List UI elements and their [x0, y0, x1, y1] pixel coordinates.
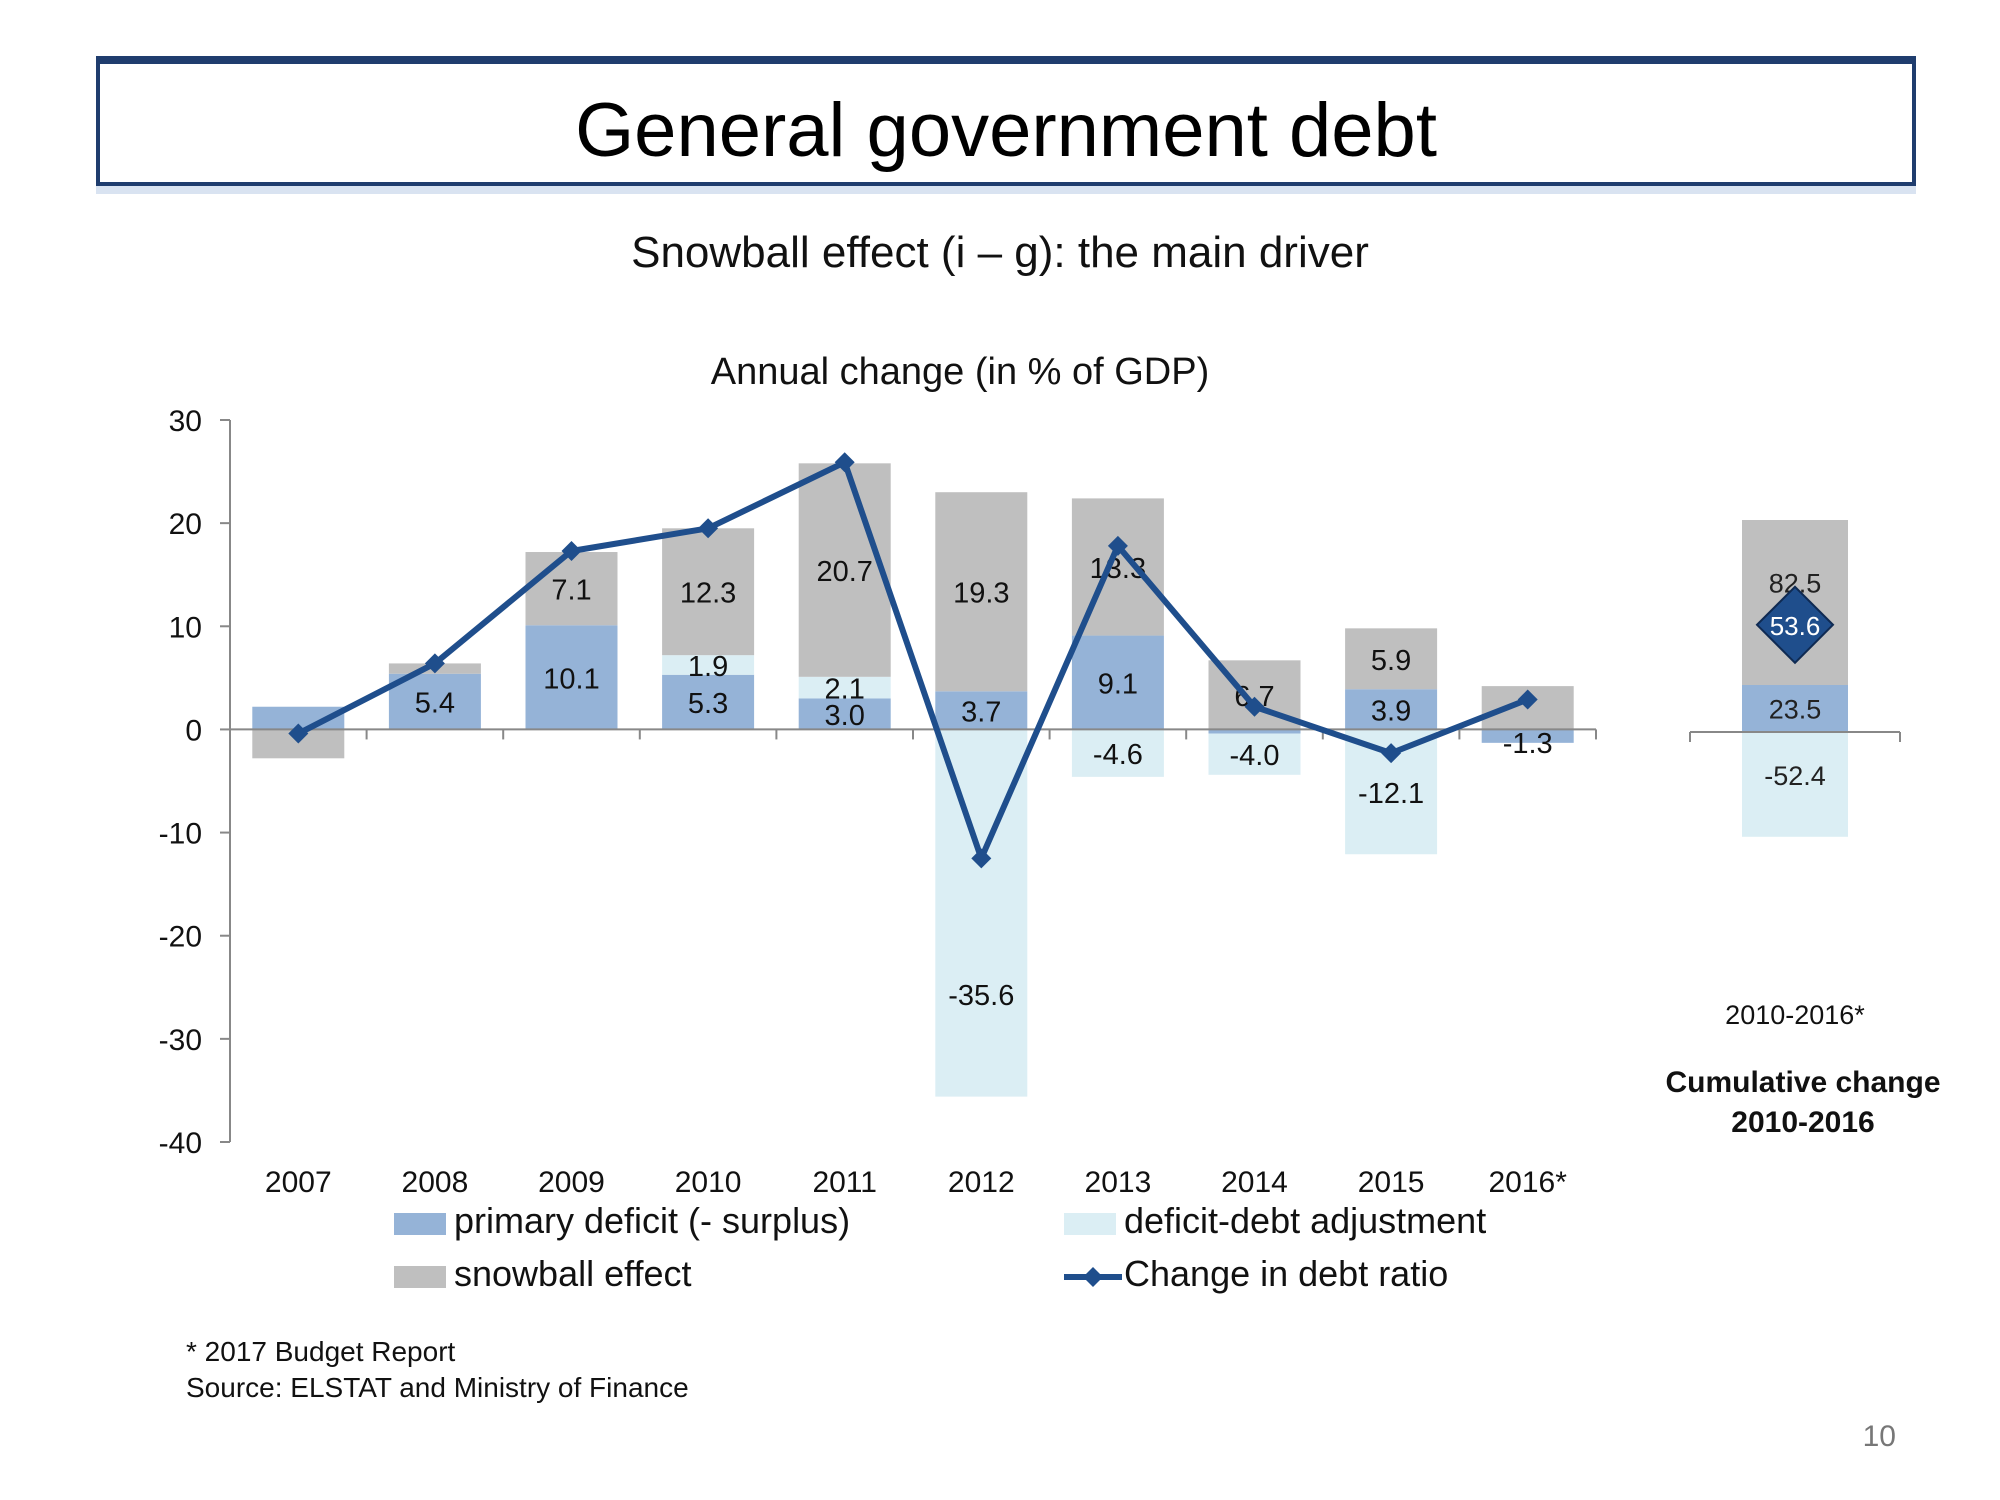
bar-snowball-effect — [798, 463, 891, 677]
data-label-deficit-debt-adjustment: -4.0 — [1230, 740, 1280, 772]
marker-change-in-debt-ratio — [288, 723, 309, 744]
data-label-primary-deficit: -1.3 — [1503, 728, 1553, 760]
cum-label-primary-deficit: 23.5 — [1769, 695, 1822, 725]
y-tick-label: -20 — [159, 921, 202, 954]
legend-snowball-effect-label: snowball effect — [454, 1253, 691, 1294]
bar-primary-deficit — [1345, 689, 1438, 730]
cum-bar-deficit-debt-adjustment — [1742, 732, 1848, 837]
cum-bar-primary-deficit — [1742, 685, 1848, 732]
bar-primary-deficit — [1208, 729, 1301, 734]
main-chart: Annual change (in % of GDP)3020100-10-20… — [159, 351, 1597, 1199]
bar-deficit-debt-adjustment — [1071, 729, 1164, 777]
data-label-snowball-effect: 19.3 — [953, 578, 1009, 610]
legend-change-in-debt-ratio-marker — [1083, 1267, 1103, 1287]
data-label-primary-deficit: 9.1 — [1098, 668, 1138, 700]
line-change-in-debt-ratio — [296, 459, 1529, 862]
data-label-snowball-effect: 5.9 — [1371, 645, 1411, 677]
y-tick-label: 10 — [169, 611, 202, 644]
y-tick-label: 20 — [169, 508, 202, 541]
bar-primary-deficit — [935, 691, 1028, 730]
slide-subtitle: Snowball effect (i – g): the main driver — [631, 228, 1369, 277]
legend-primary-deficit-label: primary deficit (- surplus) — [454, 1200, 850, 1241]
data-label-primary-deficit: 5.4 — [415, 688, 455, 720]
bar-snowball-effect — [1345, 628, 1438, 690]
marker-change-in-debt-ratio — [1244, 696, 1265, 717]
data-label-primary-deficit: 10.1 — [543, 663, 599, 695]
marker-change-in-debt-ratio — [834, 452, 855, 473]
data-label-primary-deficit: 3.0 — [825, 700, 865, 732]
bar-primary-deficit — [662, 674, 755, 730]
cum-chart-title-line-1: Cumulative change — [1665, 1066, 1940, 1099]
x-tick-label: 2014 — [1221, 1166, 1288, 1199]
x-tick-label: 2009 — [538, 1166, 605, 1199]
cum-x-tick-label: 2010-2016* — [1725, 1000, 1865, 1030]
bar-primary-deficit — [388, 673, 481, 730]
cum-label-deficit-debt-adjustment: -52.4 — [1764, 761, 1826, 791]
y-tick-label: 30 — [169, 405, 202, 438]
marker-change-in-debt-ratio — [1381, 743, 1402, 764]
data-label-deficit-debt-adjustment: 2.1 — [825, 674, 865, 706]
bar-primary-deficit — [798, 698, 891, 730]
slide-title: General government debt — [575, 88, 1437, 173]
bar-deficit-debt-adjustment — [1208, 733, 1301, 775]
data-label-primary-deficit: 3.7 — [961, 696, 1001, 728]
marker-change-in-debt-ratio — [1107, 535, 1128, 556]
data-label-deficit-debt-adjustment: -12.1 — [1358, 778, 1424, 810]
legend-primary-deficit-swatch — [394, 1213, 446, 1235]
footnote-source: Source: ELSTAT and Ministry of Finance — [186, 1372, 689, 1403]
marker-change-in-debt-ratio — [424, 653, 445, 674]
x-tick-label: 2016* — [1488, 1166, 1567, 1199]
data-label-primary-deficit: 5.3 — [688, 688, 728, 720]
y-tick-label: -30 — [159, 1024, 202, 1057]
x-tick-label: 2007 — [265, 1166, 332, 1199]
legend: primary deficit (- surplus) deficit-debt … — [394, 1200, 1486, 1294]
y-tick-label: -10 — [159, 818, 202, 851]
cum-marker-change-in-debt-ratio — [1755, 585, 1835, 665]
x-tick-label: 2012 — [948, 1166, 1015, 1199]
data-label-deficit-debt-adjustment: -4.6 — [1093, 739, 1143, 771]
bar-primary-deficit — [1481, 729, 1574, 743]
x-tick-label: 2008 — [402, 1166, 469, 1199]
data-label-snowball-effect: 12.3 — [680, 578, 736, 610]
marker-change-in-debt-ratio — [698, 518, 719, 539]
bar-deficit-debt-adjustment — [798, 676, 891, 699]
data-label-snowball-effect: 7.1 — [551, 575, 591, 607]
cum-chart-title-line-2: 2010-2016 — [1731, 1106, 1874, 1139]
marker-change-in-debt-ratio — [1517, 689, 1538, 710]
data-label-deficit-debt-adjustment: -35.6 — [948, 980, 1014, 1012]
bar-primary-deficit — [525, 625, 618, 730]
bar-snowball-effect — [525, 552, 618, 626]
footnote-budget-report: * 2017 Budget Report — [186, 1336, 456, 1367]
data-label-primary-deficit: 3.9 — [1371, 695, 1411, 727]
x-tick-label: 2013 — [1085, 1166, 1152, 1199]
marker-change-in-debt-ratio — [561, 540, 582, 561]
y-tick-label: 0 — [185, 714, 202, 747]
x-tick-label: 2015 — [1358, 1166, 1425, 1199]
marker-change-in-debt-ratio — [971, 848, 992, 869]
bar-primary-deficit — [1071, 635, 1164, 730]
bar-deficit-debt-adjustment — [662, 655, 755, 675]
cum-label-change-in-debt-ratio: 53.6 — [1770, 611, 1821, 641]
legend-deficit-debt-adjustment-label: deficit-debt adjustment — [1124, 1200, 1486, 1241]
legend-change-in-debt-ratio-label: Change in debt ratio — [1124, 1253, 1448, 1294]
title-box: General government debt — [96, 56, 1916, 186]
data-label-snowball-effect: 20.7 — [816, 556, 872, 588]
x-tick-label: 2011 — [812, 1166, 877, 1199]
x-tick-label: 2010 — [675, 1166, 742, 1199]
bar-snowball-effect — [662, 528, 755, 656]
data-label-deficit-debt-adjustment: 1.9 — [688, 651, 728, 683]
legend-deficit-debt-adjustment-swatch — [1064, 1213, 1116, 1235]
chart-title: Annual change (in % of GDP) — [711, 351, 1210, 393]
page-number: 10 — [1862, 1420, 1896, 1453]
bar-snowball-effect — [935, 492, 1028, 692]
y-tick-label: -40 — [159, 1127, 202, 1160]
legend-snowball-effect-swatch — [394, 1266, 446, 1288]
